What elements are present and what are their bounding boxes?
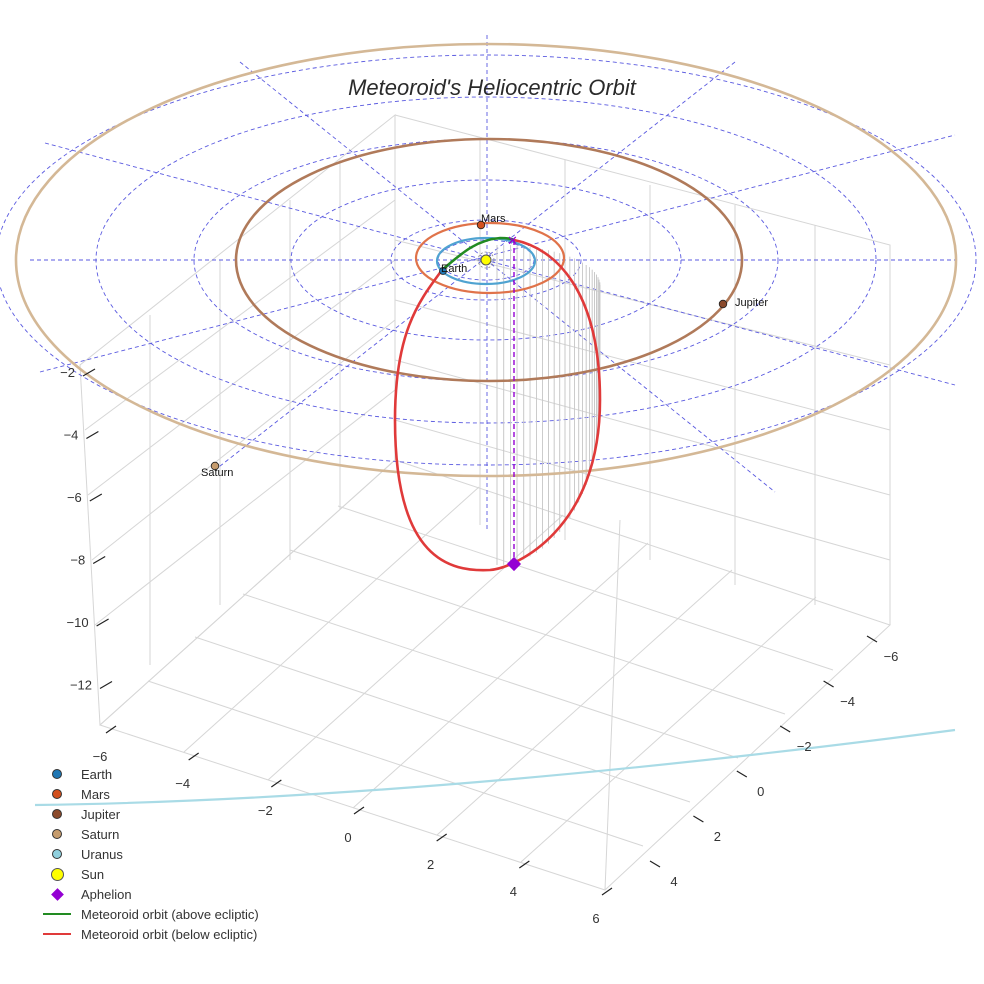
y-tick-label: −4 (840, 694, 855, 709)
legend-item-below: Meteoroid orbit (below ecliptic) (40, 924, 259, 944)
z-tick-label: −2 (60, 365, 75, 380)
earth-label: Earth (441, 263, 467, 275)
y-tick-mark (779, 725, 791, 733)
chart-title: Meteoroid's Heliocentric Orbit (348, 75, 637, 100)
y-tick-mark (823, 680, 834, 688)
ascending-node-marker: ✕ (507, 233, 518, 248)
earth-orbit (435, 236, 537, 286)
x-tick-mark (601, 887, 613, 896)
x-tick-label: −6 (93, 749, 108, 764)
x-tick-label: 4 (510, 884, 517, 899)
z-tick-mark (99, 680, 113, 690)
sun-glow (477, 251, 495, 269)
legend-item-saturn: Saturn (40, 824, 259, 844)
aphelion-legend-icon (50, 887, 64, 901)
y-tick-mark (736, 770, 748, 778)
grid-lines (79, 113, 891, 891)
y-tick-label: 4 (670, 874, 677, 889)
y-tick-mark (693, 815, 704, 823)
legend-label: Meteoroid orbit (above ecliptic) (81, 906, 259, 922)
z-tick-label: −8 (70, 553, 85, 568)
x-tick-label: 0 (344, 830, 351, 845)
legend-item-above: Meteoroid orbit (above ecliptic) (40, 904, 259, 924)
sun-marker (480, 254, 492, 266)
legend-label: Saturn (81, 826, 120, 842)
mars-legend-icon (52, 789, 62, 799)
legend-item-uranus: Uranus (40, 844, 259, 864)
x-tick-mark (353, 806, 365, 815)
legend-item-jupiter: Jupiter (40, 804, 259, 824)
legend-label: Jupiter (81, 806, 121, 822)
y-tick-mark (649, 860, 661, 868)
aphelion-marker (506, 556, 522, 572)
earth-legend-icon (52, 769, 62, 779)
mars-orbit (414, 221, 566, 295)
jupiter-legend-icon (52, 809, 62, 819)
z-tick-mark (86, 430, 99, 440)
legend-item-earth: Earth (40, 764, 259, 784)
x-tick-mark (105, 725, 117, 734)
x-tick-mark (270, 779, 282, 788)
x-tick-label: −2 (258, 803, 273, 818)
x-tick-label: −4 (175, 776, 190, 791)
meteoroid-orbit-above (441, 236, 515, 271)
z-tick-mark (82, 368, 96, 377)
meteoroid-orbit-below (393, 238, 602, 572)
earth-marker (439, 267, 447, 275)
legend-item-mars: Mars (40, 784, 259, 804)
uranus-orbit (34, 728, 956, 807)
x-tick-mark (436, 833, 448, 842)
y-tick-label: 2 (714, 829, 721, 844)
z-tick-label: −6 (67, 490, 82, 505)
saturn-label: Saturn (201, 467, 233, 479)
saturn-legend-icon (52, 829, 62, 839)
x-tick-label: 2 (427, 857, 434, 872)
x-tick-label: 6 (592, 911, 599, 926)
legend-item-aphelion: Aphelion (40, 884, 259, 904)
legend: Earth Mars Jupiter Saturn Uranus Sun Aph… (40, 764, 259, 944)
jupiter-label: Jupiter (735, 297, 768, 309)
x-tick-mark (518, 860, 530, 869)
z-tick-mark (89, 493, 103, 502)
z-tick-mark (92, 555, 106, 565)
below-orbit-legend-icon (43, 933, 71, 935)
mars-marker (476, 220, 486, 230)
z-tick-label: −4 (64, 428, 79, 443)
y-tick-label: −2 (797, 739, 812, 754)
legend-label: Earth (81, 766, 113, 782)
y-tick-mark (866, 635, 878, 643)
uranus-legend-icon (52, 849, 62, 859)
z-tick-mark (96, 618, 109, 627)
saturn-marker (210, 461, 220, 471)
legend-label: Sun (81, 866, 105, 882)
legend-label: Meteoroid orbit (below ecliptic) (81, 926, 258, 942)
sun-legend-icon (50, 867, 64, 881)
legend-label: Mars (81, 786, 110, 802)
legend-item-sun: Sun (40, 864, 259, 884)
y-tick-label: 0 (757, 784, 764, 799)
z-tick-label: −12 (70, 678, 92, 693)
jupiter-orbit (234, 137, 744, 383)
jupiter-marker (718, 299, 728, 309)
saturn-orbit (14, 42, 958, 478)
legend-label: Uranus (81, 846, 123, 862)
legend-label: Aphelion (81, 886, 132, 902)
mars-label: Mars (481, 213, 506, 225)
above-orbit-legend-icon (43, 913, 71, 915)
x-tick-mark (188, 752, 200, 761)
z-tick-label: −10 (67, 615, 89, 630)
y-tick-label: −6 (884, 649, 899, 664)
orbit-drop-lines (496, 245, 601, 565)
